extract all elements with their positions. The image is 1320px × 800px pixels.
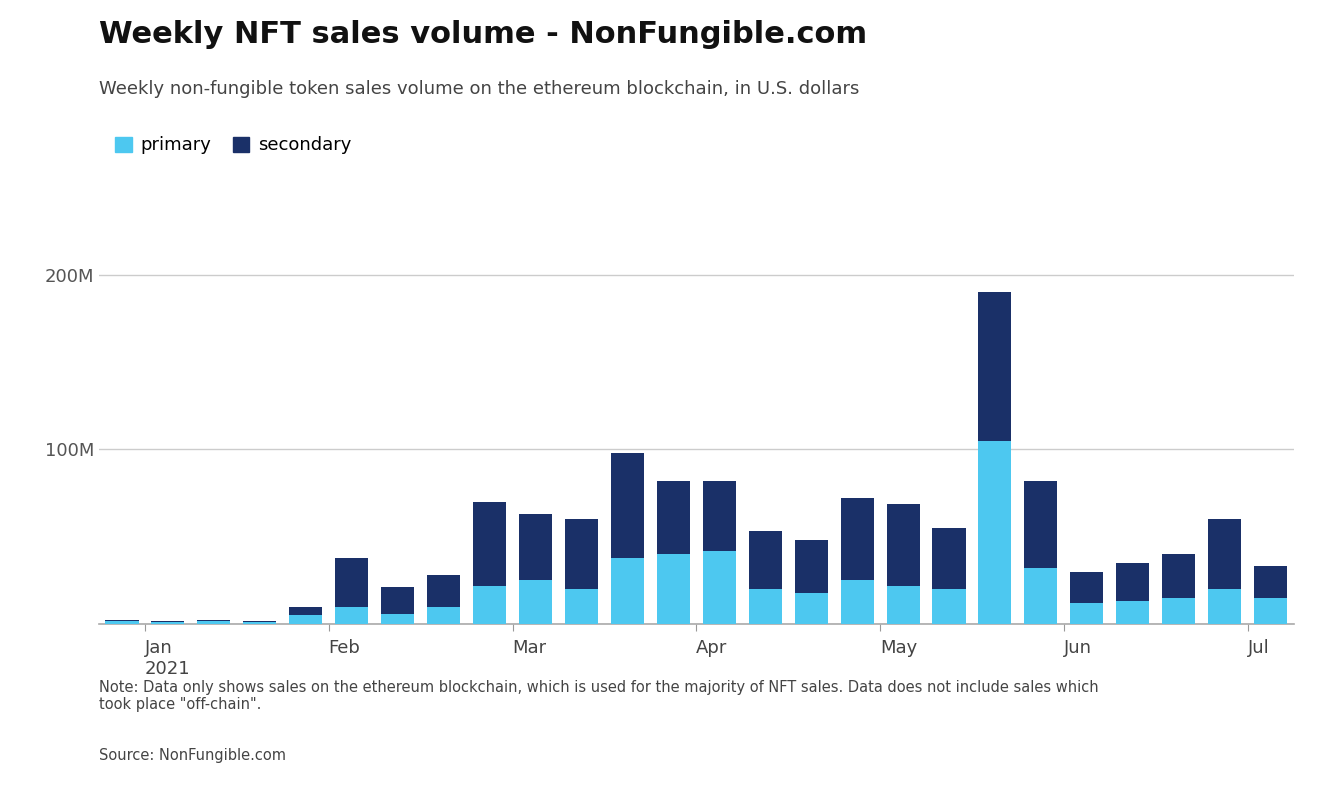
Bar [932,528,965,589]
Bar [978,292,1011,441]
Bar [473,502,506,586]
Bar [152,622,185,624]
Bar [657,481,690,554]
Bar [428,575,461,606]
Bar [243,621,276,622]
Bar [1162,554,1196,598]
Bar [381,587,414,614]
Bar [1071,603,1104,624]
Bar [1254,598,1287,624]
Bar [473,586,506,624]
Bar [335,606,368,624]
Text: Weekly NFT sales volume - NonFungible.com: Weekly NFT sales volume - NonFungible.co… [99,20,867,49]
Bar [611,558,644,624]
Bar [289,606,322,615]
Bar [428,606,461,624]
Bar [932,589,965,624]
Bar [1117,602,1150,624]
Bar [1071,572,1104,603]
Bar [702,550,735,624]
Bar [519,514,552,580]
Bar [1208,589,1241,624]
Bar [841,498,874,580]
Bar [1162,598,1196,624]
Bar [243,622,276,624]
Bar [565,589,598,624]
Bar [795,540,828,593]
Bar [1117,563,1150,602]
Legend: primary, secondary: primary, secondary [108,129,359,162]
Text: Note: Data only shows sales on the ethereum blockchain, which is used for the ma: Note: Data only shows sales on the ether… [99,680,1098,712]
Bar [795,593,828,624]
Bar [978,441,1011,624]
Bar [106,622,139,624]
Bar [611,453,644,558]
Bar [197,620,231,622]
Bar [702,481,735,550]
Bar [197,622,231,624]
Bar [1024,481,1057,568]
Bar [565,519,598,589]
Bar [657,554,690,624]
Bar [748,589,781,624]
Bar [1254,566,1287,598]
Text: Weekly non-fungible token sales volume on the ethereum blockchain, in U.S. dolla: Weekly non-fungible token sales volume o… [99,80,859,98]
Bar [841,580,874,624]
Bar [106,620,139,622]
Bar [335,558,368,606]
Bar [1208,519,1241,589]
Bar [887,503,920,586]
Text: Source: NonFungible.com: Source: NonFungible.com [99,748,286,763]
Bar [519,580,552,624]
Bar [887,586,920,624]
Bar [1024,568,1057,624]
Bar [748,531,781,589]
Bar [381,614,414,624]
Bar [289,615,322,624]
